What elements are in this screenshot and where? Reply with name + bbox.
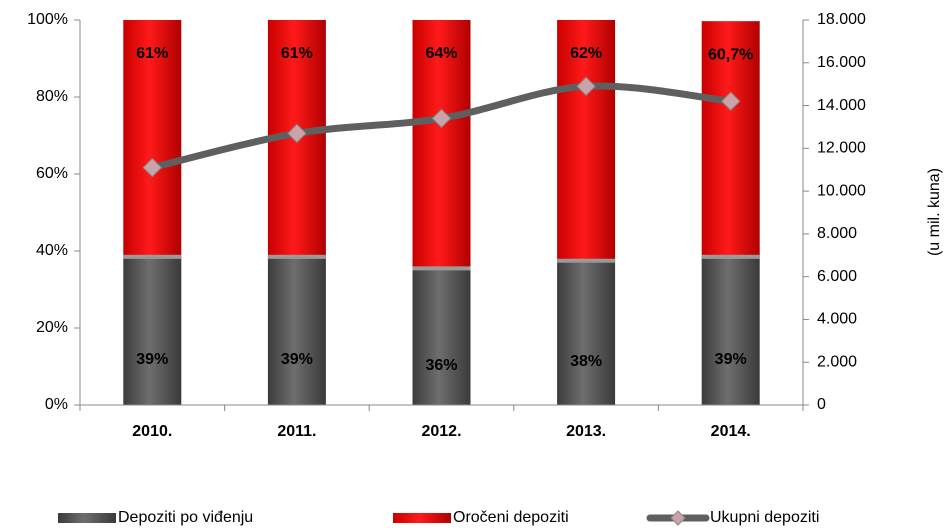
data-label: 39% — [281, 351, 313, 368]
bar-segment — [412, 266, 471, 405]
bar-segment — [701, 254, 760, 405]
legend-label: Depoziti po viđenju — [118, 509, 253, 526]
x-tick-label: 2014. — [711, 423, 751, 440]
bar-segment — [123, 254, 182, 405]
bar-segment — [412, 20, 471, 267]
bar-cap — [267, 254, 326, 259]
line-marker — [431, 108, 452, 129]
bar-segment — [557, 258, 616, 405]
bar-cap — [557, 258, 616, 263]
bar-segment — [701, 21, 760, 255]
data-label: 39% — [715, 351, 747, 368]
data-label: 60,7% — [708, 46, 753, 63]
bar-segment — [267, 254, 326, 405]
bar-cap — [412, 266, 471, 271]
legend-label: Oročeni depoziti — [453, 509, 569, 526]
data-label: 36% — [425, 357, 457, 374]
x-tick-label: 2013. — [566, 423, 606, 440]
bar-segment — [557, 20, 616, 259]
line-marker — [720, 91, 741, 111]
y2-tick-label: 8.000 — [817, 225, 857, 242]
x-tick-label: 2012. — [421, 423, 461, 440]
y2-tick-label: 2.000 — [817, 353, 857, 370]
x-tick-label: 2011. — [277, 423, 316, 440]
data-label: 64% — [425, 45, 457, 62]
y-tick-label: 40% — [36, 242, 68, 259]
x-tick-label: 2010. — [132, 423, 172, 440]
legend-swatch — [58, 513, 116, 523]
bar-cap — [701, 254, 760, 259]
y2-tick-label: 12.000 — [817, 140, 866, 157]
y2-tick-label: 0 — [817, 396, 826, 413]
data-label: 62% — [570, 45, 602, 62]
y2-tick-label: 10.000 — [817, 182, 866, 199]
y2-tick-label: 6.000 — [817, 268, 857, 285]
y2-tick-label: 18.000 — [817, 11, 866, 28]
y2-axis-label: (u mil. kuna) — [926, 168, 943, 256]
y2-tick-label: 16.000 — [817, 54, 866, 71]
legend-swatch — [393, 513, 451, 523]
y-tick-label: 60% — [36, 165, 68, 182]
y-tick-label: 0% — [45, 396, 68, 413]
data-label: 39% — [136, 351, 168, 368]
line-marker — [287, 123, 307, 144]
legend-marker — [670, 510, 686, 526]
y2-tick-label: 14.000 — [817, 97, 866, 114]
bar-segment — [123, 20, 182, 255]
line-marker — [576, 76, 596, 97]
y-tick-label: 100% — [27, 11, 68, 28]
legend-label: Ukupni depoziti — [710, 509, 819, 526]
data-label: 61% — [281, 45, 313, 62]
line-marker — [142, 157, 163, 178]
bar-cap — [123, 254, 182, 259]
y2-tick-label: 4.000 — [817, 311, 857, 328]
data-label: 38% — [570, 353, 602, 370]
y-tick-label: 20% — [36, 319, 68, 336]
data-label: 61% — [136, 45, 168, 62]
y-tick-label: 80% — [36, 88, 68, 105]
